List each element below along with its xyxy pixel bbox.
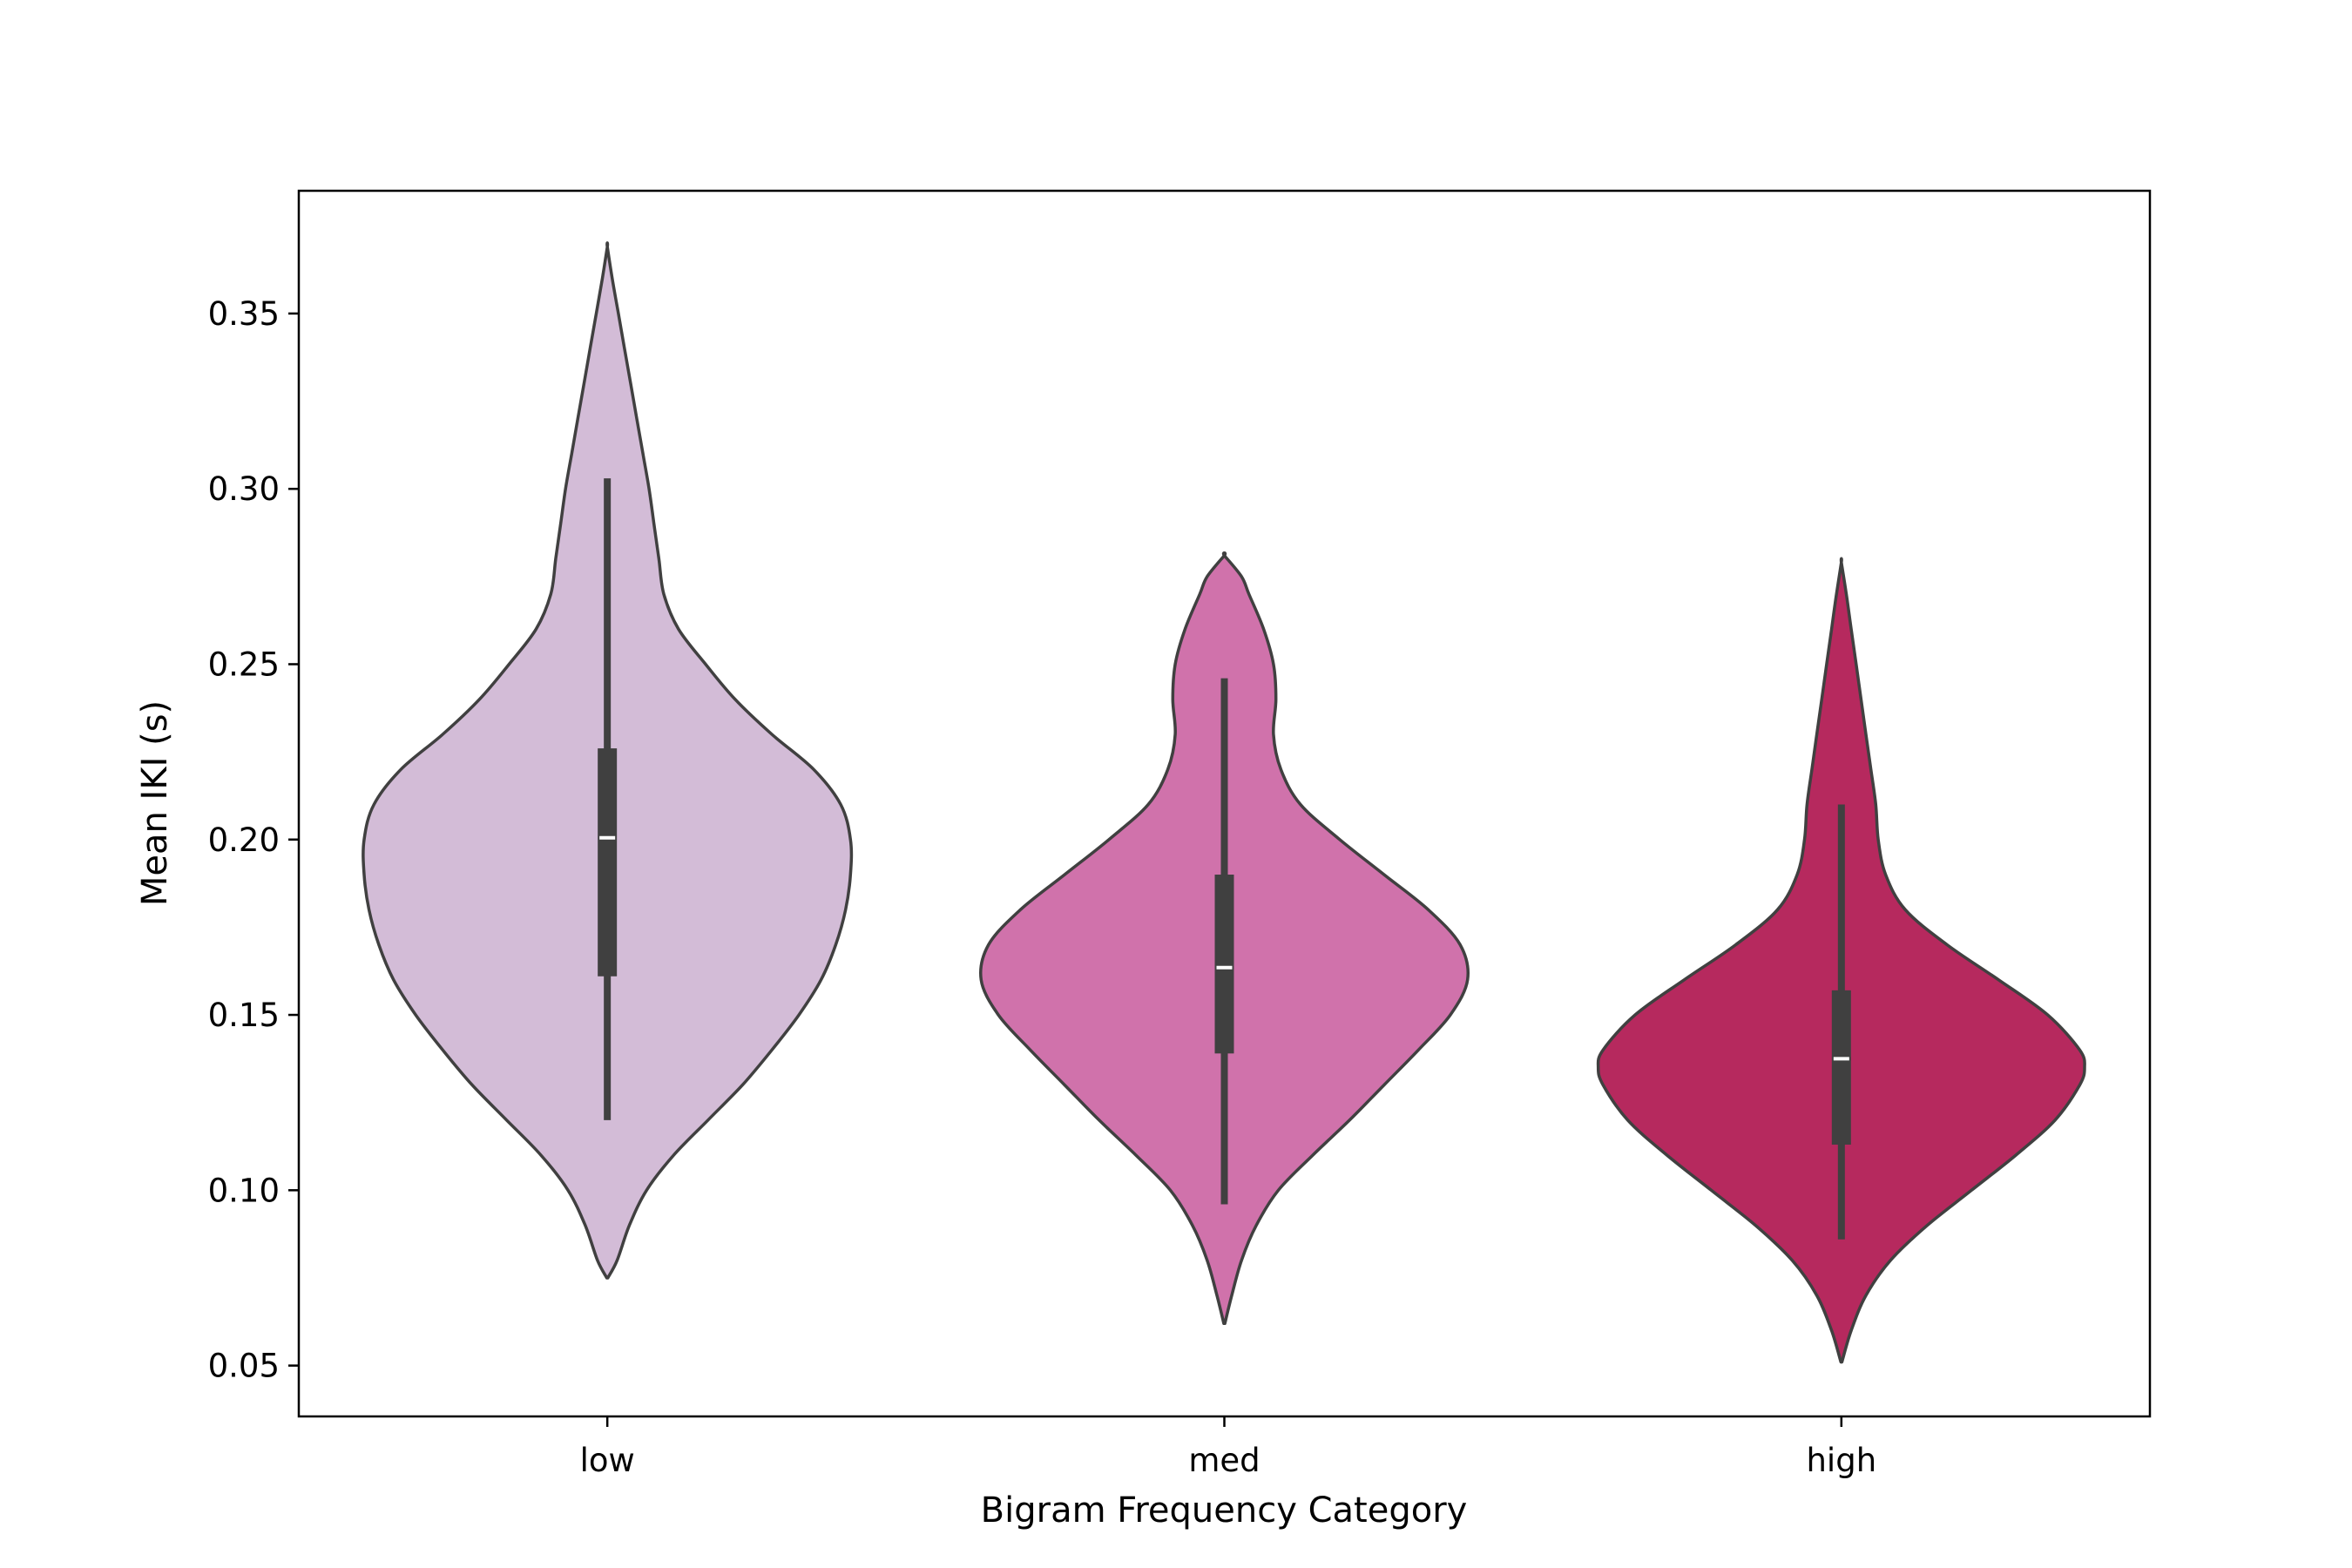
x-axis-title: Bigram Frequency Category (981, 1490, 1468, 1531)
iqr-box-high (1831, 990, 1851, 1146)
iqr-box-low (598, 748, 618, 977)
y-tick-label-0.30: 0.30 (208, 470, 280, 508)
x-tick-label-high: high (1806, 1442, 1876, 1479)
violin-high (1596, 557, 2086, 1364)
y-axis: 0.05 0.10 0.15 0.20 0.25 0.30 0.35 (208, 295, 299, 1385)
y-tick-label-0.05: 0.05 (208, 1348, 280, 1385)
y-axis-title: Mean IKI (s) (135, 700, 175, 906)
y-tick-label-0.35: 0.35 (208, 295, 280, 333)
x-axis: low med high (580, 1416, 1876, 1479)
violin-med (979, 551, 1470, 1326)
violin-low (362, 241, 854, 1280)
violins-layer (362, 241, 2086, 1364)
y-tick-label-0.10: 0.10 (208, 1172, 280, 1209)
x-tick-label-low: low (580, 1442, 635, 1479)
y-tick-label-0.20: 0.20 (208, 821, 280, 859)
x-tick-label-med: med (1188, 1442, 1260, 1479)
y-tick-label-0.15: 0.15 (208, 997, 280, 1034)
iqr-box-med (1214, 875, 1234, 1054)
y-tick-label-0.25: 0.25 (208, 645, 280, 683)
